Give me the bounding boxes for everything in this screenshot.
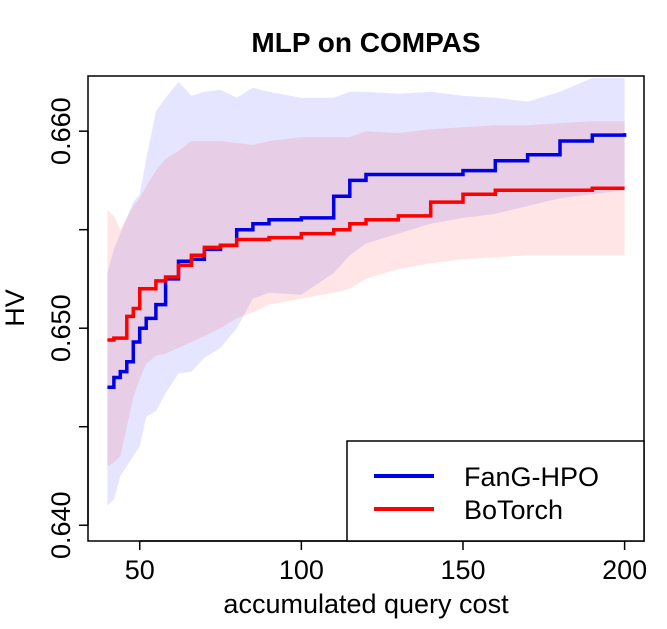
- x-tick-label-150: 150: [440, 555, 485, 585]
- x-tick-label-100: 100: [279, 555, 324, 585]
- x-axis-label: accumulated query cost: [223, 589, 509, 619]
- line-botorch: [107, 186, 625, 342]
- series-lines: [107, 133, 627, 390]
- confidence-bands: [107, 78, 625, 506]
- band-fang-hpo: [107, 78, 625, 506]
- legend-label-fang-hpo: FanG-HPO: [464, 462, 599, 492]
- line-fang-hpo: [107, 133, 627, 390]
- y-tick-label-4: 0.660: [46, 97, 76, 165]
- legend-box: [346, 440, 645, 542]
- y-tick-label-2: 0.650: [46, 294, 76, 362]
- y-tick-label-0: 0.640: [46, 491, 76, 559]
- legend: FanG-HPO BoTorch: [346, 440, 645, 542]
- x-tick-label-200: 200: [602, 555, 647, 585]
- chart-title: MLP on COMPAS: [251, 27, 480, 58]
- y-axis: 0.640 0.650 0.660: [46, 97, 89, 559]
- x-tick-label-50: 50: [125, 555, 155, 585]
- y-axis-label: HV: [0, 289, 30, 327]
- band-botorch: [107, 121, 625, 467]
- x-axis: 50 100 150 200: [125, 540, 647, 585]
- legend-label-botorch: BoTorch: [464, 495, 563, 525]
